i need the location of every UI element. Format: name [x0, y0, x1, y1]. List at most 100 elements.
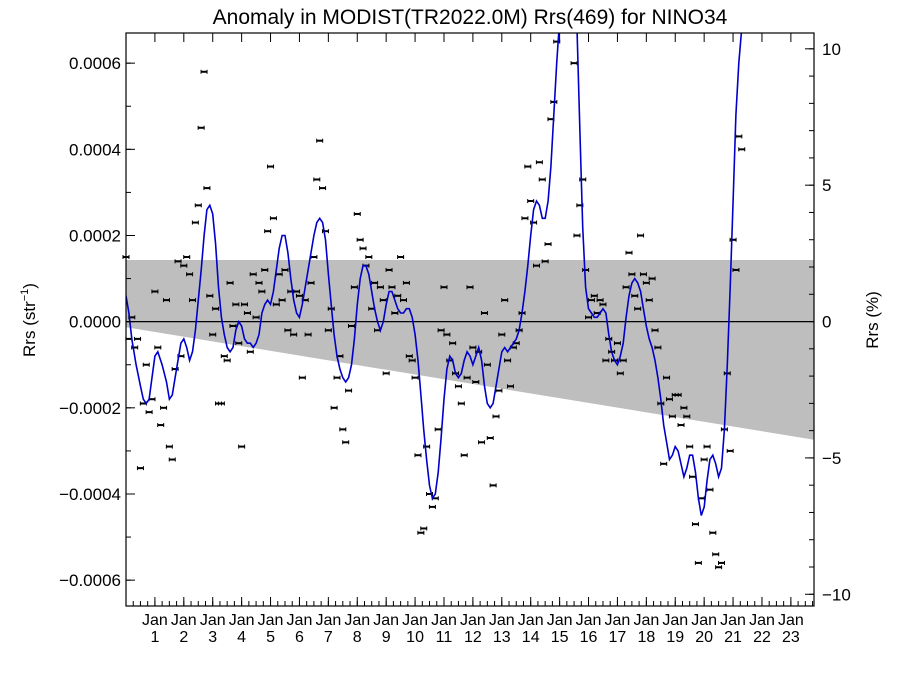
scatter-point: [388, 285, 396, 290]
scatter-point: [469, 345, 477, 350]
scatter-point: [310, 255, 318, 260]
x-tick-year-label: 6: [295, 629, 304, 646]
scatter-point: [694, 560, 702, 565]
scatter-point: [660, 461, 668, 466]
scatter-point: [680, 405, 688, 410]
x-tick-month-label: Jan: [315, 612, 341, 629]
scatter-point: [188, 298, 196, 303]
plot-frame: [125, 32, 815, 607]
scatter-point: [483, 362, 491, 367]
x-tick-month-label: Jan: [142, 612, 168, 629]
scatter-point: [535, 160, 543, 165]
scatter-point: [217, 401, 225, 406]
x-tick-year-label: 14: [522, 629, 540, 646]
scatter-point: [498, 332, 506, 337]
scatter-point: [397, 255, 405, 260]
scatter-point: [345, 388, 353, 393]
series-line-0: [126, 33, 743, 516]
scatter-point: [506, 384, 514, 389]
scatter-point: [706, 487, 714, 492]
scatter-point: [324, 328, 332, 333]
scatter-point: [599, 302, 607, 307]
scatter-point: [209, 332, 217, 337]
right-axis: 10 5 0 −5 −10: [805, 40, 851, 604]
x-tick-year-label: 20: [695, 629, 713, 646]
x-axis: Jan1Jan2Jan3Jan4Jan5Jan6Jan7Jan8Jan9Jan1…: [125, 33, 814, 646]
left-tick-label: 0.0002: [69, 226, 121, 245]
x-tick-year-label: 13: [493, 629, 511, 646]
scatter-point: [212, 306, 220, 311]
scatter-point: [457, 401, 465, 406]
scatter-point: [200, 69, 208, 74]
x-tick-month-label: Jan: [171, 612, 197, 629]
scatter-point: [223, 358, 231, 363]
scatter-point: [440, 285, 448, 290]
scatter-point: [258, 289, 266, 294]
scatter-point: [186, 272, 194, 277]
scatter-point: [342, 440, 350, 445]
scatter-point: [686, 444, 694, 449]
scatter-point: [226, 280, 234, 285]
scatter-point: [480, 311, 488, 316]
scatter-point: [295, 293, 303, 298]
scatter-point: [524, 164, 532, 169]
scatter-point: [489, 483, 497, 488]
scatter-point: [544, 242, 552, 247]
x-tick-year-label: 11: [436, 629, 453, 646]
scatter-point: [194, 203, 202, 208]
scatter-point: [634, 306, 642, 311]
left-tick-label: 0.0004: [69, 140, 121, 159]
x-tick-month-label: Jan: [778, 612, 804, 629]
scatter-point: [631, 293, 639, 298]
scatter-point: [252, 315, 260, 320]
scatter-point: [449, 341, 457, 346]
scatter-point: [160, 405, 168, 410]
scatter-point: [136, 466, 144, 471]
scatter-point: [538, 177, 546, 182]
scatter-point: [339, 427, 347, 432]
scatter-point: [165, 444, 173, 449]
scatter-point: [602, 358, 610, 363]
left-tick-label: −0.0002: [59, 399, 121, 418]
scatter-point: [307, 280, 315, 285]
x-tick-month-label: Jan: [749, 612, 775, 629]
scatter-point: [316, 138, 324, 143]
scatter-point: [715, 565, 723, 570]
scatter-point: [246, 349, 254, 354]
scatter-point: [281, 267, 289, 272]
scatter-point: [472, 379, 480, 384]
scatter-point: [532, 263, 540, 268]
scatter-point: [206, 293, 214, 298]
scatter-point: [304, 332, 312, 337]
scatter-point: [238, 444, 246, 449]
x-tick-year-label: 12: [464, 629, 482, 646]
x-tick-month-label: Jan: [576, 612, 602, 629]
scatter-point: [414, 453, 422, 458]
scatter-point: [732, 267, 740, 272]
scatter-point: [434, 427, 442, 432]
scatter-point: [651, 328, 659, 333]
x-tick-year-label: 18: [637, 629, 655, 646]
scatter-point: [703, 444, 711, 449]
right-tick-label: 0: [822, 313, 831, 332]
chart-title: Anomaly in MODIST(TR2022.0M) Rrs(469) fo…: [213, 6, 728, 29]
right-tick-label: 10: [822, 40, 841, 59]
x-tick-year-label: 10: [406, 629, 424, 646]
scatter-point: [691, 522, 699, 527]
scatter-point: [463, 375, 471, 380]
scatter-point: [466, 285, 474, 290]
scatter-point: [573, 233, 581, 238]
scatter-point: [197, 125, 205, 130]
scatter-point: [284, 328, 292, 333]
right-tick-label: −5: [822, 449, 841, 468]
scatter-point: [330, 405, 338, 410]
right-tick-label: 5: [822, 176, 831, 195]
x-tick-year-label: 19: [666, 629, 684, 646]
x-tick-month-label: Jan: [258, 612, 284, 629]
series-layer: [126, 33, 743, 516]
scatter-point: [180, 263, 188, 268]
x-tick-month-label: Jan: [691, 612, 717, 629]
scatter-point: [613, 341, 621, 346]
scatter-point: [460, 453, 468, 458]
